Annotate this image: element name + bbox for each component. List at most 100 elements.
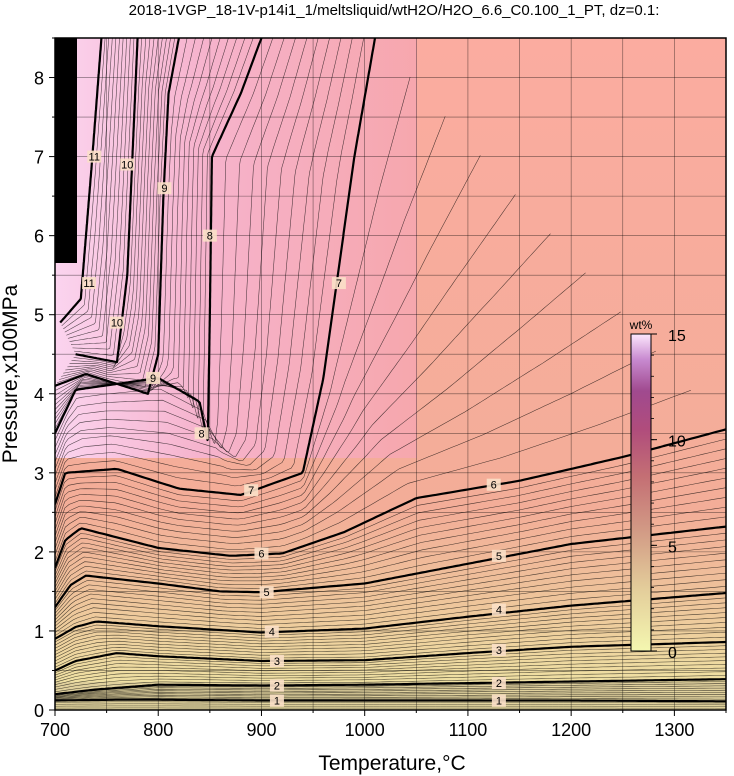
fine-contour — [55, 664, 726, 685]
contour-line-10 — [75, 38, 139, 364]
fine-contour — [55, 703, 726, 706]
fine-contour — [55, 272, 586, 543]
fine-contours — [55, 38, 726, 709]
x-tick-label: 1300 — [654, 720, 694, 740]
y-tick-label: 3 — [34, 464, 44, 484]
y-tick-label: 4 — [34, 385, 44, 405]
x-axis: 700 800 900 1000 1100 1200 1300 — [40, 710, 727, 740]
contour-label-bg — [491, 549, 506, 562]
contour-label: 3 — [496, 645, 502, 657]
colorbar: wt% 0 5 10 15 — [629, 318, 686, 662]
y-tick-label: 7 — [34, 148, 44, 168]
fine-contour — [63, 38, 109, 330]
contour-label: 11 — [83, 278, 94, 290]
fine-contour — [55, 705, 726, 707]
fine-contour — [55, 687, 726, 697]
fine-contour — [55, 627, 726, 662]
y-tick-label: 6 — [34, 227, 44, 247]
fine-contour — [55, 116, 446, 518]
contour-label-bg — [491, 677, 506, 690]
fine-contour — [55, 559, 726, 624]
contour-line-9 — [55, 38, 180, 395]
fine-contour — [55, 438, 726, 572]
fine-contour — [55, 692, 726, 699]
contour-label-bg — [491, 694, 506, 707]
contour-label-bg — [244, 484, 259, 497]
fine-contour — [55, 656, 726, 681]
contour-label: 2 — [274, 680, 280, 692]
fine-contour — [55, 38, 342, 484]
fine-contour — [55, 38, 330, 477]
y-tick-label: 5 — [34, 306, 44, 326]
contour-label-bg — [202, 229, 217, 242]
contour-label: 5 — [264, 587, 270, 599]
fine-contour — [55, 566, 726, 627]
contour-label: 9 — [150, 373, 156, 385]
fine-contour — [55, 38, 353, 491]
fine-contour — [55, 38, 319, 470]
x-tick-label: 1000 — [345, 720, 385, 740]
colorbar-tick-label: 0 — [668, 645, 677, 662]
fine-contour — [55, 649, 726, 676]
fine-contour — [55, 552, 726, 621]
fine-contour — [55, 487, 726, 592]
contour-label-bg — [120, 158, 135, 171]
colorbar-tick-label: 15 — [668, 328, 686, 345]
fine-contour — [55, 389, 691, 562]
y-tick-label: 0 — [34, 701, 44, 721]
fine-contour — [55, 617, 726, 655]
contour-line-4 — [55, 591, 726, 640]
y-tick-label: 1 — [34, 622, 44, 642]
contour-label-bg — [146, 371, 161, 384]
y-axis: 0 1 2 3 4 5 6 7 8 — [34, 37, 55, 721]
contour-label-bg — [491, 643, 506, 656]
fine-contour — [55, 467, 726, 584]
fine-contour — [55, 586, 726, 636]
fine-contour — [59, 38, 171, 381]
x-axis-label: Temperature,°C — [318, 752, 465, 775]
y-axis-label: Pressure,x100MPa — [0, 284, 22, 463]
colorbar-tick-label: 10 — [668, 434, 686, 451]
contour-label: 1 — [274, 696, 280, 708]
fine-contour — [55, 38, 274, 445]
contour-label-bg — [82, 277, 97, 290]
contour-label-bg — [87, 150, 102, 163]
contour-label: 8 — [207, 231, 213, 243]
colorbar-ticks: 0 5 10 15 — [651, 328, 686, 662]
fine-contour — [64, 38, 113, 333]
contour-label: 7 — [248, 485, 254, 497]
fine-contour — [55, 194, 516, 530]
fine-contour — [55, 636, 726, 668]
contour-label-bg — [269, 694, 284, 707]
contour-label-bg — [194, 427, 209, 440]
chart-title: 2018-1VGP_18-1V-p14i1_1/meltsliquid/wtH2… — [129, 2, 660, 19]
fine-contour — [55, 697, 726, 701]
fine-contour — [55, 685, 726, 697]
fine-contour — [55, 77, 411, 511]
contour-label-bg — [264, 625, 279, 638]
fine-contour — [55, 652, 726, 678]
fine-contour — [55, 671, 726, 690]
contour-line-2 — [55, 678, 726, 696]
fine-contour — [55, 597, 726, 643]
contour-label: 10 — [121, 159, 133, 171]
x-tick-label: 1200 — [551, 720, 591, 740]
fine-contour — [55, 645, 726, 674]
contour-label: 9 — [161, 183, 167, 195]
contour-line-7 — [55, 38, 377, 505]
fine-contour — [55, 681, 726, 696]
fine-contour — [71, 38, 147, 366]
fine-contour — [73, 38, 142, 364]
contour-label-bg — [254, 547, 269, 560]
colorbar-tick-label: 5 — [668, 539, 677, 556]
fine-contour — [55, 38, 364, 498]
fine-contour — [63, 38, 163, 374]
fine-contour — [55, 516, 726, 604]
fine-contour — [69, 38, 124, 342]
colorbar-scale — [630, 333, 652, 652]
fine-contour — [55, 38, 204, 401]
fine-contour — [55, 683, 726, 696]
major-contours — [55, 38, 726, 703]
